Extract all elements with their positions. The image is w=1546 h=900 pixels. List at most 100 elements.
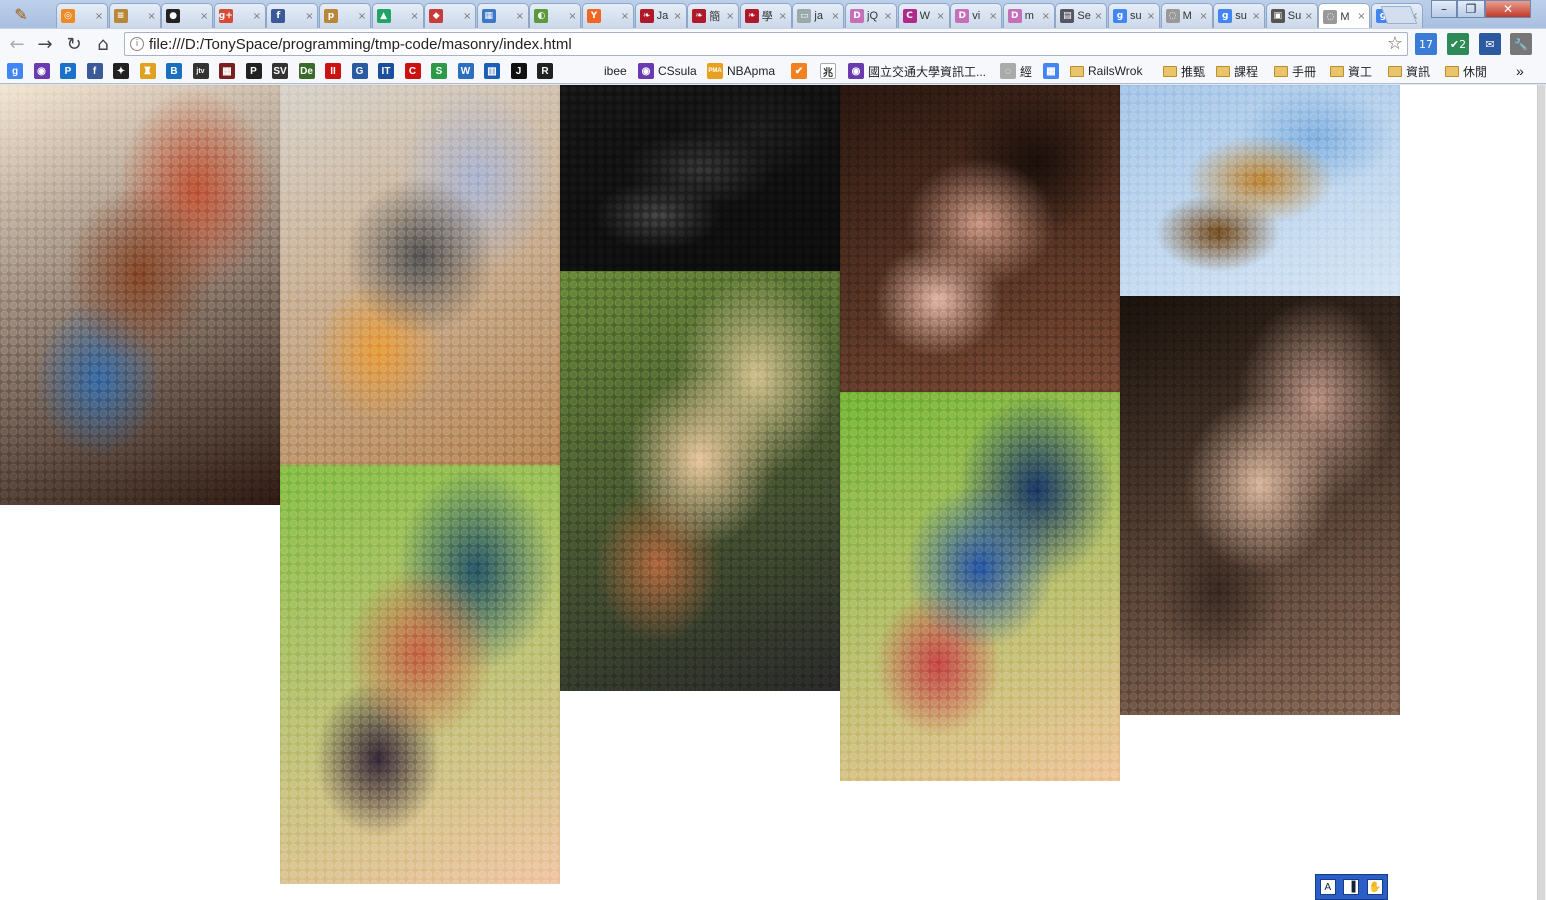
- tab-close-icon[interactable]: ×: [725, 10, 735, 22]
- portrait-woman-closeup[interactable]: [1120, 296, 1400, 715]
- bookmark-icon-item[interactable]: ◉: [33, 62, 50, 80]
- scrollbar-thumb[interactable]: [1538, 85, 1545, 900]
- tab-close-icon[interactable]: ×: [620, 10, 630, 22]
- back-button[interactable]: ←: [9, 33, 25, 55]
- browser-tab[interactable]: ▤ Se ×: [1055, 3, 1108, 28]
- tab-close-icon[interactable]: ×: [462, 10, 472, 22]
- tab-close-icon[interactable]: ×: [1357, 11, 1366, 22]
- browser-tab[interactable]: C W ×: [897, 3, 950, 28]
- bookmark-icon-item[interactable]: II: [325, 62, 341, 80]
- bookmark-item[interactable]: ◉ CSsula: [638, 62, 697, 80]
- mail-extension-icon[interactable]: ✉: [1479, 33, 1501, 55]
- bookmark-icon-item[interactable]: G: [351, 62, 368, 80]
- tab-close-icon[interactable]: ×: [883, 10, 893, 22]
- reload-button[interactable]: ↻: [66, 33, 82, 55]
- browser-tab[interactable]: ❧ 學 ×: [739, 3, 792, 28]
- app-menu-icon[interactable]: ✎: [14, 4, 28, 24]
- bookmark-icon-item[interactable]: IT: [378, 62, 394, 80]
- tab-close-icon[interactable]: ×: [778, 10, 787, 22]
- portrait-woman-smiling[interactable]: [280, 465, 560, 884]
- tab-close-icon[interactable]: ×: [252, 10, 261, 22]
- portrait-hooded-girl[interactable]: [840, 392, 1120, 781]
- browser-tab[interactable]: g+ ×: [213, 3, 266, 28]
- browser-tab[interactable]: g su ×: [1108, 3, 1160, 28]
- browser-tab[interactable]: ◆ ×: [424, 3, 477, 28]
- bookmark-icon-item[interactable]: S: [431, 62, 447, 80]
- bookmark-star-icon[interactable]: ☆: [1386, 33, 1403, 54]
- tab-close-icon[interactable]: ×: [988, 10, 998, 22]
- tab-close-icon[interactable]: ×: [1199, 10, 1208, 22]
- bookmark-item[interactable]: 手冊: [1274, 62, 1316, 80]
- bookmark-icon-item[interactable]: J: [510, 62, 527, 80]
- minimize-button[interactable]: –: [1431, 0, 1457, 18]
- tab-close-icon[interactable]: ×: [1304, 10, 1313, 22]
- browser-tab[interactable]: p ×: [319, 3, 371, 28]
- bookmark-icon-item[interactable]: R: [537, 62, 553, 80]
- tab-close-icon[interactable]: ×: [568, 10, 577, 22]
- home-button[interactable]: ⌂: [97, 33, 109, 55]
- bookmark-item[interactable]: ✔: [791, 62, 811, 80]
- tray-icon[interactable]: ▐: [1343, 879, 1360, 895]
- bookmark-item[interactable]: 資訊: [1388, 62, 1430, 80]
- bookmark-item[interactable]: ibee: [600, 62, 627, 80]
- bookmark-item[interactable]: 課程: [1216, 62, 1258, 80]
- bookmark-icon-item[interactable]: P: [245, 62, 262, 80]
- browser-tab[interactable]: ❧ 簡 ×: [687, 3, 740, 28]
- bookmark-icon-item[interactable]: g: [7, 62, 23, 80]
- tab-close-icon[interactable]: ×: [199, 10, 209, 22]
- bookmark-item[interactable]: ◌ 經: [1000, 62, 1032, 80]
- browser-tab[interactable]: ▦ ×: [476, 3, 529, 28]
- tab-close-icon[interactable]: ×: [1094, 10, 1103, 22]
- bookmark-item[interactable]: 兆: [820, 62, 840, 80]
- portrait-girl-looking-up[interactable]: [840, 85, 1120, 392]
- browser-tab[interactable]: ▭ ja ×: [792, 3, 845, 28]
- giraffe[interactable]: [1120, 85, 1400, 296]
- browser-tab[interactable]: ◌ M ×: [1318, 3, 1371, 29]
- bookmark-item[interactable]: 推甄: [1163, 62, 1205, 80]
- tab-close-icon[interactable]: ×: [1041, 10, 1050, 22]
- tray-icon[interactable]: A: [1319, 879, 1336, 895]
- wrench-menu-icon[interactable]: 🔧: [1510, 33, 1532, 55]
- bookmark-icon-item[interactable]: ▦: [219, 62, 235, 80]
- bookmark-icon-item[interactable]: W: [457, 62, 474, 80]
- tab-close-icon[interactable]: ×: [305, 10, 314, 22]
- browser-tab[interactable]: ▲ ×: [371, 3, 424, 28]
- portrait-man-pixelated[interactable]: [560, 271, 840, 691]
- tray-icon[interactable]: ✋: [1367, 879, 1384, 895]
- tab-close-icon[interactable]: ×: [147, 10, 156, 22]
- portrait-police-officer[interactable]: [280, 85, 560, 465]
- portrait-bald-man[interactable]: [0, 85, 280, 505]
- tab-close-icon[interactable]: ×: [357, 10, 367, 22]
- browser-tab[interactable]: f ×: [266, 3, 319, 28]
- tab-close-icon[interactable]: ×: [1146, 10, 1156, 22]
- close-window-button[interactable]: ✕: [1485, 0, 1531, 18]
- maximize-button[interactable]: ❐: [1457, 0, 1485, 18]
- tab-close-icon[interactable]: ×: [831, 10, 840, 22]
- tab-close-icon[interactable]: ×: [673, 10, 682, 22]
- bookmark-icon-item[interactable]: P: [60, 62, 76, 80]
- bookmark-icon-item[interactable]: C: [404, 62, 421, 80]
- tab-close-icon[interactable]: ×: [94, 10, 104, 22]
- browser-tab[interactable]: ◎ ×: [56, 3, 108, 28]
- bookmark-icon-item[interactable]: ♜: [139, 62, 156, 80]
- calendar-extension-icon[interactable]: 17: [1415, 33, 1437, 55]
- bookmarks-overflow-button[interactable]: »: [1516, 63, 1524, 79]
- tab-close-icon[interactable]: ×: [410, 10, 419, 22]
- bookmark-item[interactable]: ▦: [1043, 62, 1063, 80]
- bookmark-item[interactable]: ◉ 國立交通大學資訊工...: [848, 62, 986, 80]
- bookmark-item[interactable]: 休閒: [1445, 62, 1487, 80]
- browser-tab[interactable]: ❧ Ja ×: [634, 3, 687, 28]
- forward-button[interactable]: →: [37, 33, 53, 55]
- portrait-dark-mono[interactable]: [560, 85, 840, 271]
- bookmark-icon-item[interactable]: f: [86, 62, 103, 80]
- tab-close-icon[interactable]: ×: [936, 10, 945, 22]
- browser-tab[interactable]: Y ×: [582, 3, 634, 28]
- tab-close-icon[interactable]: ×: [515, 10, 524, 22]
- browser-tab[interactable]: ◌ M ×: [1160, 3, 1213, 28]
- bookmark-icon-item[interactable]: ✦: [113, 62, 129, 80]
- browser-tab[interactable]: ● ×: [161, 3, 214, 28]
- bookmark-item[interactable]: 資工: [1330, 62, 1372, 80]
